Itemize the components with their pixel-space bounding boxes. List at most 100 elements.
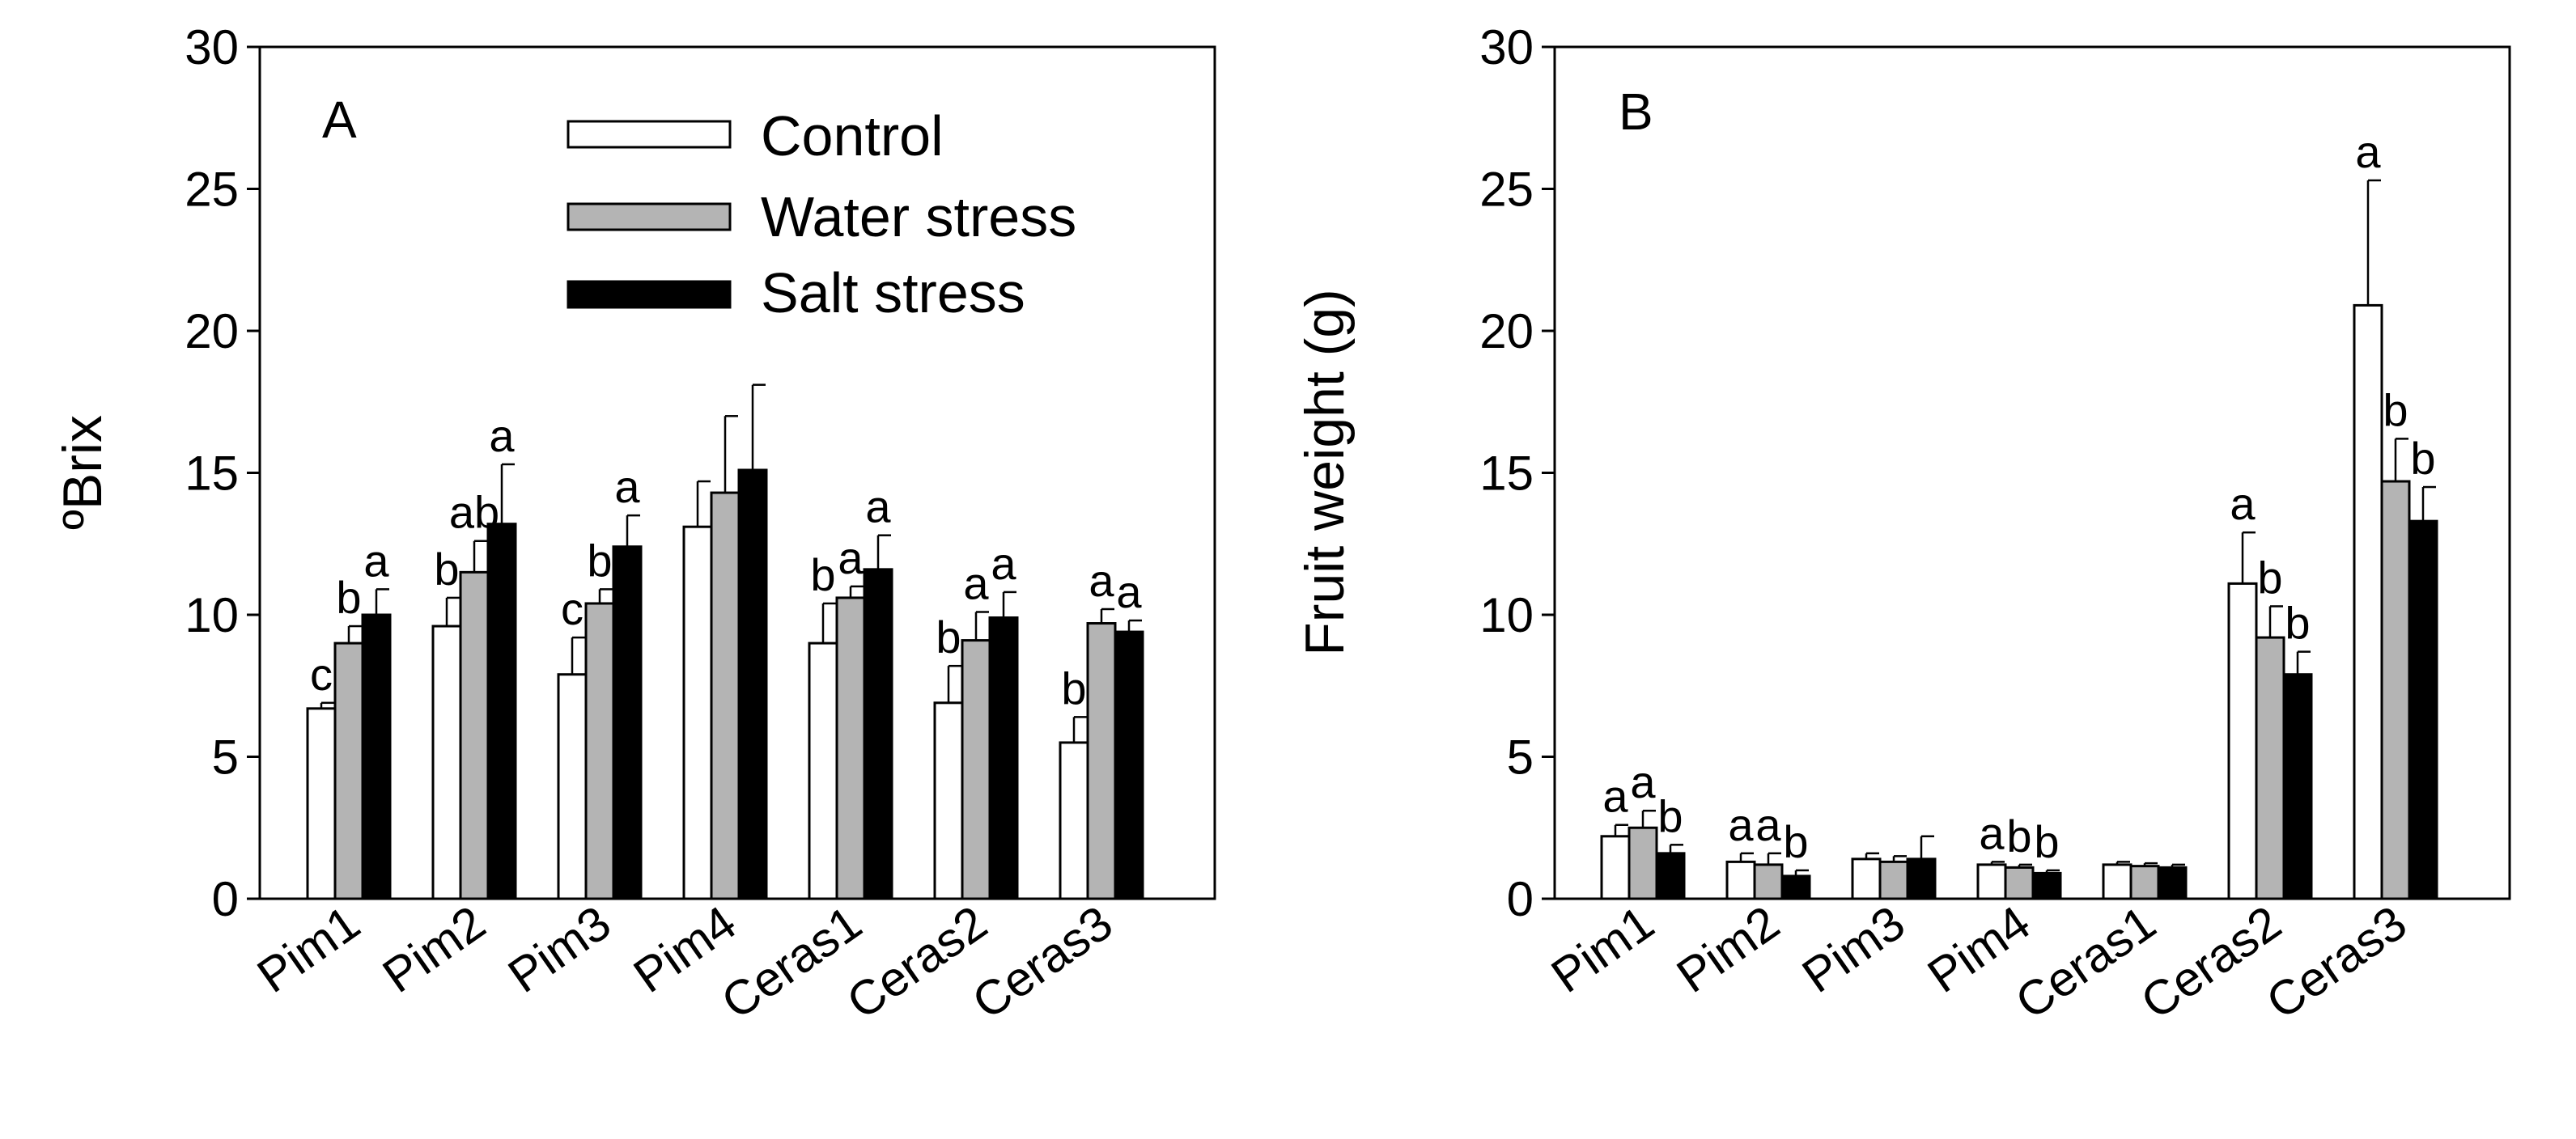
bar-a-pim4-water-stress	[710, 491, 741, 900]
sig-letter-b-ceras3-water-stress: b	[2383, 384, 2408, 435]
bar-b-ceras3-control	[2353, 303, 2383, 900]
bar-a-ceras3-water-stress	[1086, 622, 1117, 900]
sig-letter-a-ceras3-water-stress: a	[1089, 555, 1114, 606]
bar-a-ceras2-water-stress	[961, 639, 991, 900]
x-tick-label-b-ceras2: Ceras2	[2132, 896, 2291, 1030]
bar-a-ceras1-water-stress	[835, 596, 866, 900]
y-tick-label-b-10: 10	[1479, 588, 1534, 642]
bar-b-ceras2-control	[2227, 582, 2258, 900]
sig-letter-a-pim2-control: b	[434, 544, 459, 595]
sig-letter-b-pim4-salt-stress: b	[2034, 816, 2059, 867]
x-tick-label-a-pim3: Pim3	[499, 896, 620, 1003]
y-tick-label-b-5: 5	[1507, 730, 1534, 785]
sig-letter-b-ceras2-control: a	[2230, 478, 2256, 529]
y-tick-label-b-0: 0	[1507, 872, 1534, 926]
x-tick-label-b-ceras3: Ceras3	[2257, 896, 2417, 1030]
sig-letter-a-ceras1-salt-stress: a	[865, 481, 891, 532]
legend-item-water-stress: Water stress	[567, 185, 1076, 248]
legend-swatch-salt-stress	[567, 280, 732, 309]
y-tick-label-b-25: 25	[1479, 163, 1534, 217]
sig-letter-b-pim1-control: a	[1602, 771, 1628, 822]
bar-a-pim2-control	[431, 625, 462, 900]
bar-a-pim2-salt-stress	[486, 523, 517, 900]
bar-b-pim4-water-stress	[2004, 866, 2035, 900]
x-tick-label-a-pim1: Pim1	[248, 896, 369, 1003]
sig-letter-a-pim1-control: c	[310, 649, 333, 700]
bar-a-pim2-water-stress	[459, 570, 490, 900]
sig-letter-b-pim2-control: a	[1728, 799, 1754, 850]
y-tick-label-b-20: 20	[1479, 304, 1534, 358]
sig-letter-b-ceras2-water-stress: b	[2257, 552, 2282, 603]
bar-b-ceras3-water-stress	[2380, 480, 2411, 900]
y-tick-label-a-5: 5	[212, 730, 239, 785]
y-tick-label-a-25: 25	[185, 163, 239, 217]
bar-b-ceras1-salt-stress	[2157, 866, 2188, 900]
legend-item-salt-stress: Salt stress	[567, 261, 1025, 324]
bar-b-pim3-water-stress	[1878, 860, 1909, 900]
panel-label-a: A	[322, 91, 357, 149]
x-tick-label-a-ceras1: Ceras1	[712, 896, 872, 1030]
sig-letter-a-pim1-salt-stress: a	[363, 535, 389, 586]
sig-letter-b-pim4-water-stress: b	[2006, 811, 2031, 862]
y-tick-label-b-15: 15	[1479, 447, 1534, 501]
bar-a-ceras2-salt-stress	[988, 616, 1019, 900]
bar-a-pim1-water-stress	[333, 641, 364, 900]
bar-b-pim2-control	[1725, 860, 1756, 900]
sig-letter-a-ceras3-salt-stress: a	[1116, 566, 1142, 617]
bar-b-pim4-control	[1976, 863, 2007, 900]
legend-label-salt-stress: Salt stress	[761, 261, 1025, 324]
bar-b-pim3-control	[1851, 857, 1882, 900]
legend: Control Water stress Salt stress	[567, 104, 1076, 324]
y-tick-label-a-0: 0	[212, 872, 239, 926]
sig-letter-b-pim4-control: a	[1979, 807, 2005, 858]
bar-a-ceras1-control	[808, 641, 838, 900]
sig-letter-a-ceras1-control: b	[810, 549, 835, 600]
y-tick-label-b-30: 30	[1479, 20, 1534, 74]
bar-a-pim4-salt-stress	[737, 468, 768, 900]
y-tick-label-a-15: 15	[185, 447, 239, 501]
sig-letter-b-pim1-salt-stress: b	[1657, 790, 1683, 841]
bar-b-pim2-salt-stress	[1780, 874, 1811, 900]
bar-b-pim1-water-stress	[1628, 826, 1658, 900]
bar-b-ceras2-water-stress	[2255, 636, 2285, 900]
bar-b-ceras1-water-stress	[2129, 865, 2160, 900]
bar-a-pim3-control	[557, 673, 588, 900]
sig-letter-a-ceras2-water-stress: a	[963, 557, 989, 608]
sig-letter-a-pim3-salt-stress: a	[614, 461, 640, 512]
x-tick-label-b-pim3: Pim3	[1793, 896, 1914, 1003]
bar-b-ceras2-salt-stress	[2282, 673, 2313, 900]
sig-letter-b-pim2-salt-stress: b	[1783, 816, 1808, 867]
x-tick-label-a-pim2: Pim2	[373, 896, 494, 1003]
sig-letter-a-ceras2-control: b	[936, 612, 961, 663]
sig-letter-a-ceras3-control: b	[1061, 663, 1086, 713]
bar-a-ceras3-control	[1059, 741, 1089, 900]
x-tick-label-b-pim1: Pim1	[1542, 896, 1663, 1003]
y-tick-label-a-20: 20	[185, 304, 239, 358]
legend-item-control: Control	[567, 104, 944, 167]
x-tick-label-a-ceras3: Ceras3	[963, 896, 1122, 1030]
y-axis-title-a: ºBrix	[52, 415, 113, 530]
bar-b-ceras3-salt-stress	[2408, 519, 2438, 900]
x-tick-label-b-ceras1: Ceras1	[2006, 896, 2166, 1030]
sig-letter-b-ceras2-salt-stress: b	[2285, 598, 2310, 649]
bar-b-pim3-salt-stress	[1906, 857, 1937, 900]
sig-letter-a-pim3-water-stress: b	[587, 535, 612, 586]
bar-b-pim1-salt-stress	[1655, 852, 1686, 900]
sig-letter-a-pim1-water-stress: b	[336, 572, 361, 623]
y-tick-label-a-30: 30	[185, 20, 239, 74]
legend-label-control: Control	[761, 104, 944, 167]
bar-a-pim3-salt-stress	[612, 545, 643, 900]
x-tick-label-a-ceras2: Ceras2	[838, 896, 997, 1030]
sig-letter-b-pim1-water-stress: a	[1630, 756, 1656, 807]
sig-letter-b-ceras3-control: a	[2355, 126, 2381, 177]
bar-b-pim2-water-stress	[1753, 863, 1784, 900]
y-tick-label-a-10: 10	[185, 588, 239, 642]
sig-letter-a-pim3-control: c	[561, 583, 584, 634]
panel-label-b: B	[1619, 83, 1653, 141]
bar-a-pim3-water-stress	[584, 602, 615, 900]
bar-a-pim1-salt-stress	[361, 613, 392, 900]
sig-letter-a-ceras1-water-stress: a	[838, 532, 864, 583]
